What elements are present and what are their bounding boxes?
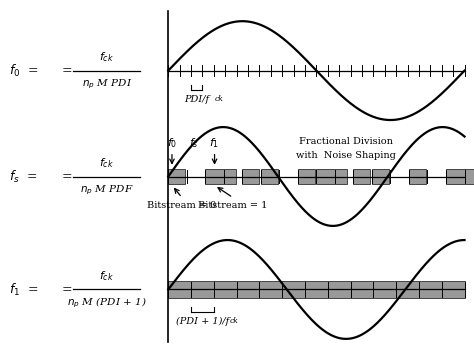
Text: =: = — [62, 64, 72, 77]
Text: =: = — [62, 283, 72, 296]
Text: $n_p$ M PDI: $n_p$ M PDI — [82, 77, 132, 91]
Bar — [354, 169, 371, 184]
Text: (PDI + 1)/f: (PDI + 1)/f — [176, 317, 229, 327]
Text: $n_p$ M (PDI + 1): $n_p$ M (PDI + 1) — [67, 296, 146, 310]
Bar — [298, 169, 315, 184]
Text: with  Noise Shaping: with Noise Shaping — [296, 151, 396, 160]
Bar — [409, 169, 426, 184]
Bar — [446, 169, 474, 184]
Text: Bitstream = 0: Bitstream = 0 — [147, 201, 217, 210]
Text: PDI/f: PDI/f — [184, 95, 210, 104]
Bar — [242, 169, 259, 184]
Text: $f_1$  =: $f_1$ = — [9, 281, 39, 298]
Text: $f_0$: $f_0$ — [167, 136, 177, 150]
Text: ck: ck — [215, 95, 224, 103]
Bar — [372, 169, 389, 184]
Text: ck: ck — [230, 317, 239, 325]
Text: =: = — [62, 170, 72, 183]
Bar — [168, 281, 465, 298]
Text: $f_{ck}$: $f_{ck}$ — [99, 269, 114, 283]
Text: $f_{ck}$: $f_{ck}$ — [99, 50, 114, 64]
Text: $f_{ck}$: $f_{ck}$ — [99, 156, 114, 170]
Text: $f_s$: $f_s$ — [189, 136, 199, 150]
Bar — [261, 169, 278, 184]
Bar — [205, 169, 236, 184]
Bar — [316, 169, 347, 184]
Text: $f_0$  =: $f_0$ = — [9, 62, 39, 79]
Text: Bitstream = 1: Bitstream = 1 — [199, 201, 268, 210]
Text: $f_s$  =: $f_s$ = — [9, 168, 38, 185]
Text: Fractional Division: Fractional Division — [299, 138, 393, 146]
Text: $f_1$: $f_1$ — [210, 136, 219, 150]
Text: $n_p$ M PDF: $n_p$ M PDF — [80, 183, 133, 197]
Bar — [168, 169, 185, 184]
